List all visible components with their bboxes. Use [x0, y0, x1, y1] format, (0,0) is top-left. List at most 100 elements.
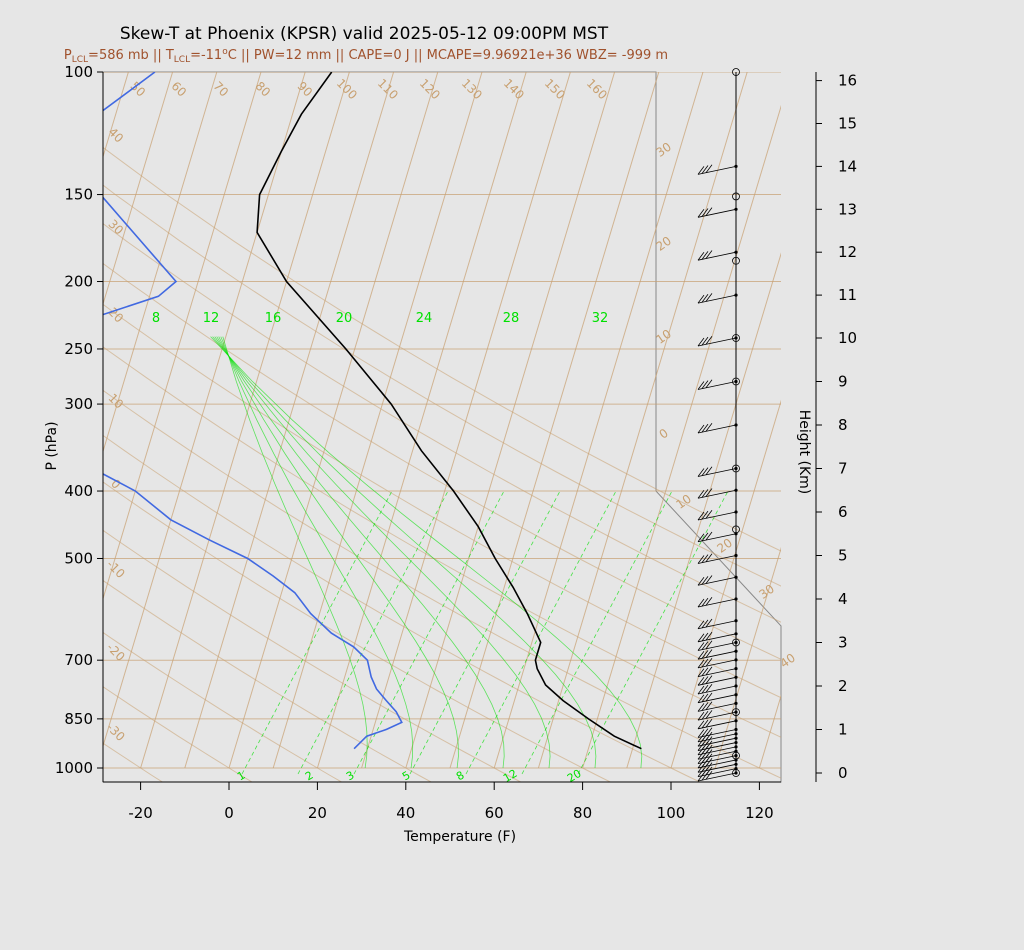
isotherm-70: [537, 72, 748, 769]
isotherm-label-110: 110: [375, 76, 401, 102]
barb-flag: [697, 381, 705, 390]
wind-barb: [697, 618, 738, 630]
wind-dot: [734, 762, 738, 766]
height-tick-label-7: 7: [838, 460, 848, 478]
wind-dot: [734, 575, 738, 579]
barb-shaft: [697, 642, 737, 651]
barb-flag: [705, 207, 713, 216]
wind-barb: [697, 423, 738, 434]
barb-flag: [705, 701, 713, 710]
wind-barb: [697, 701, 738, 712]
barb-flag: [701, 532, 709, 542]
wind-dot: [734, 771, 738, 775]
isotherm--20: [140, 72, 350, 769]
x-tick-label-40: 40: [396, 804, 415, 822]
p-tick-label-250: 250: [64, 340, 93, 358]
wind-dot: [734, 510, 738, 514]
subtitle-lcl-sub-2: LCL: [174, 55, 190, 65]
height-tick-label-12: 12: [838, 243, 857, 261]
wind-barb: [697, 684, 738, 695]
dry-adiabat-0: [103, 686, 253, 782]
height-tick-label-4: 4: [838, 590, 848, 608]
mixing-ratio-20: [577, 490, 729, 775]
barb-shaft: [697, 750, 737, 760]
barb-flag: [705, 488, 713, 497]
barb-flag: [701, 467, 709, 476]
wind-dot: [734, 164, 738, 168]
barb-flag: [705, 379, 713, 389]
barb-flag: [705, 618, 713, 628]
barb-flag: [705, 740, 713, 750]
mixing-ratio-label-3: 3: [344, 769, 357, 784]
barb-shaft: [697, 694, 737, 704]
mixing-ratio-label-1: 1: [235, 769, 248, 784]
dry-adiabat-160: [103, 303, 781, 699]
sounding-profiles: [103, 72, 642, 750]
mixing-ratio-lines: [210, 336, 729, 775]
barb-flag: [701, 711, 709, 720]
dry-adiabat-80: [103, 481, 612, 782]
x-tick-label--20: -20: [128, 804, 153, 822]
temperature-profile: [256, 72, 642, 750]
barb-shaft: [697, 668, 737, 677]
mixing-ratio-8: [465, 490, 617, 775]
barb-flag: [697, 668, 705, 677]
height-tick-label-10: 10: [838, 329, 857, 347]
isotherm-label--10: -10: [104, 557, 128, 581]
barb-shaft: [697, 763, 737, 773]
barb-flag: [705, 675, 713, 684]
barb-flag: [705, 336, 713, 345]
dewpoint-profile: [103, 72, 403, 750]
wind-barb: [697, 293, 738, 304]
moist-label-24: 24: [416, 311, 433, 326]
wind-dot: [734, 736, 738, 740]
isotherm-20: [316, 72, 527, 769]
barb-flag: [697, 577, 705, 586]
p-tick-label-850: 850: [64, 710, 93, 728]
theta-label-2: 10: [653, 327, 674, 347]
barb-flag: [701, 597, 709, 607]
wind-dot: [734, 632, 738, 636]
barb-flag: [705, 744, 713, 754]
wind-dot: [734, 754, 738, 758]
plot-area: [102, 71, 782, 783]
isotherm-130: [804, 72, 1013, 768]
wind-barb: [697, 736, 738, 747]
height-tick-label-11: 11: [838, 286, 857, 304]
wind-dot: [734, 649, 738, 653]
barb-flag: [705, 466, 713, 476]
wind-dot: [734, 488, 738, 492]
moist-adiabat-8: [222, 336, 368, 769]
x-tick-label-120: 120: [745, 804, 774, 822]
subtitle-lcl-sub-1: LCL: [72, 55, 88, 65]
isotherm--90: [0, 72, 40, 768]
barb-shaft: [697, 489, 737, 499]
isotherm--50: [103, 72, 218, 454]
barb-flag: [705, 762, 713, 771]
barb-flag: [697, 555, 705, 564]
x-tick-label-60: 60: [485, 804, 504, 822]
wind-barb: [697, 666, 738, 677]
moist-label-16: 16: [265, 311, 282, 326]
wind-dot: [734, 675, 738, 679]
wind-barb: [697, 640, 738, 651]
barb-shaft: [697, 533, 737, 543]
dry-adiabat-100: [103, 434, 701, 782]
barb-shaft: [697, 381, 737, 390]
barb-flag: [705, 640, 713, 650]
barb-flag: [705, 553, 713, 563]
subtitle-degree: o: [222, 47, 228, 57]
barb-flag: [697, 166, 705, 175]
barb-flag: [705, 758, 713, 767]
barb-flag: [705, 597, 713, 606]
height-tick-label-2: 2: [838, 677, 848, 695]
isotherm-label-130: 130: [459, 76, 485, 102]
isotherm-140: [848, 72, 1024, 768]
wind-dot: [734, 379, 738, 384]
barb-shaft: [697, 703, 737, 712]
dry-adiabat-40: [103, 579, 433, 782]
barb-flag: [705, 293, 713, 302]
wind-dot: [734, 745, 738, 749]
wind-barb: [697, 631, 738, 643]
barb-shaft: [697, 424, 737, 434]
